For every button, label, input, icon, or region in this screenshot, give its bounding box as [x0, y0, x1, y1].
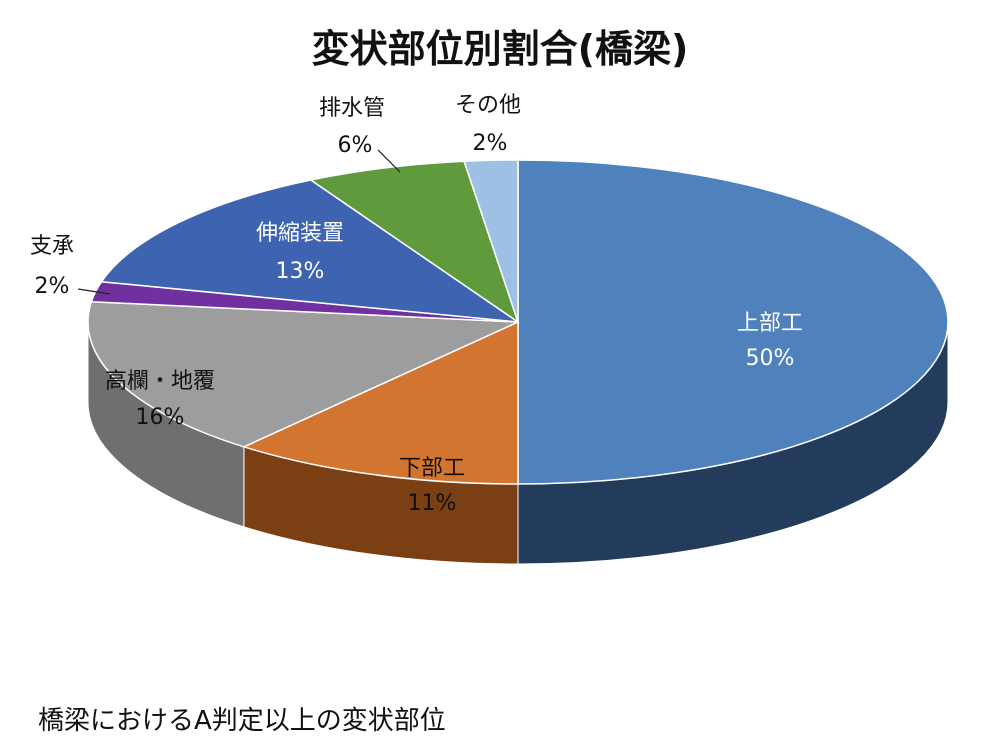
slice-pct-label: 50%	[746, 346, 795, 371]
pie-slice-0	[517, 159, 949, 485]
leader-line	[77, 288, 111, 295]
slice-pct-label: 13%	[276, 259, 325, 284]
slice-name-label: 支承	[30, 234, 74, 259]
pie-labels: 上部工 50% 下部工 11% 高欄・地覆 16% 支承 2% 伸縮装置 13% 排水管 6% その他 2…	[30, 93, 803, 516]
pie-chart: 上部工 50% 下部工 11% 高欄・地覆 16% 支承 2% 伸縮装置 13% 排水管 6% その他 2…	[30, 93, 949, 565]
slice-pct-label: 2%	[35, 274, 70, 299]
slice-pct-label: 11%	[408, 491, 457, 516]
slice-name-label: 下部工	[399, 456, 465, 481]
pie-slice-4	[100, 179, 519, 323]
slice-name-label: その他	[455, 93, 521, 118]
slice-name-label: 排水管	[319, 96, 385, 121]
leader-line	[377, 149, 401, 173]
pie-tops	[87, 159, 949, 485]
chart-caption: 橋梁におけるA判定以上の変状部位	[38, 706, 446, 736]
slice-pct-label: 6%	[338, 133, 373, 158]
pie-slice-1	[241, 320, 519, 485]
slice-name-label: 上部工	[737, 311, 803, 336]
slice-name-label: 伸縮装置	[256, 221, 344, 246]
slice-pct-label: 2%	[473, 131, 508, 156]
slice-name-label: 高欄・地覆	[105, 369, 215, 394]
slice-pct-label: 16%	[136, 405, 185, 430]
chart-title: 変状部位別割合(橋梁)	[311, 27, 689, 71]
pie-slice-6	[463, 159, 519, 323]
pie-slice-5	[308, 160, 520, 324]
pie-sides	[87, 321, 949, 565]
pie-slice-2	[87, 300, 519, 448]
